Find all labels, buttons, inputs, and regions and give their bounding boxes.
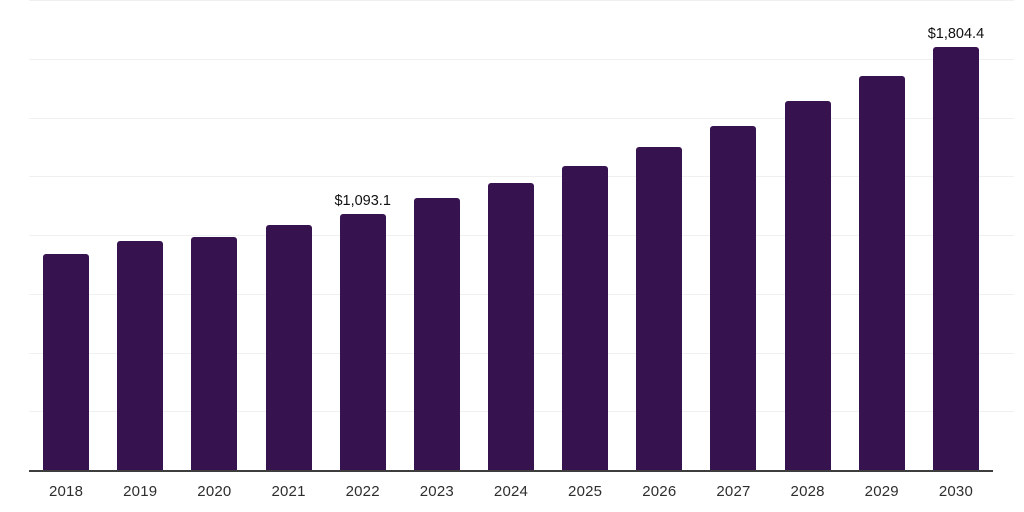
x-tick-label-2021: 2021 [271, 483, 306, 500]
bar-2018[interactable] [43, 254, 90, 471]
x-tick-label-2022: 2022 [345, 483, 380, 500]
x-tick-label-2018: 2018 [48, 483, 84, 500]
bar-2029[interactable] [858, 76, 905, 471]
bar-2024[interactable] [488, 182, 534, 471]
data-label-2030: $1,804.4 [927, 25, 985, 42]
bar-2026[interactable] [636, 146, 683, 471]
x-tick-label-2025: 2025 [568, 483, 603, 500]
x-axis-line [29, 469, 993, 472]
x-tick-label-2028: 2028 [790, 483, 825, 500]
bar-2020[interactable] [191, 237, 238, 471]
bar-2025[interactable] [562, 165, 609, 471]
bar-2021[interactable] [265, 225, 312, 471]
data-label-2022: $1,093.1 [334, 192, 391, 209]
bar-2030[interactable] [932, 46, 979, 471]
bar-2028[interactable] [784, 101, 831, 471]
bar-2027[interactable] [710, 126, 757, 471]
x-tick-label-2019: 2019 [123, 483, 158, 500]
x-tick-label-2029: 2029 [864, 483, 899, 500]
gridline [29, 176, 1014, 178]
x-tick-label-2030: 2030 [938, 483, 974, 500]
bar-2023[interactable] [413, 197, 460, 471]
x-tick-label-2024: 2024 [493, 483, 529, 500]
gridline [29, 58, 1014, 60]
bar-2022[interactable] [339, 213, 386, 471]
gridline [29, 117, 1014, 119]
x-tick-label-2020: 2020 [197, 483, 232, 500]
x-tick-label-2026: 2026 [642, 483, 677, 500]
bar-2019[interactable] [117, 240, 164, 471]
x-tick-label-2023: 2023 [419, 483, 454, 500]
x-tick-label-2027: 2027 [716, 483, 751, 500]
gridline [29, 0, 1014, 2]
